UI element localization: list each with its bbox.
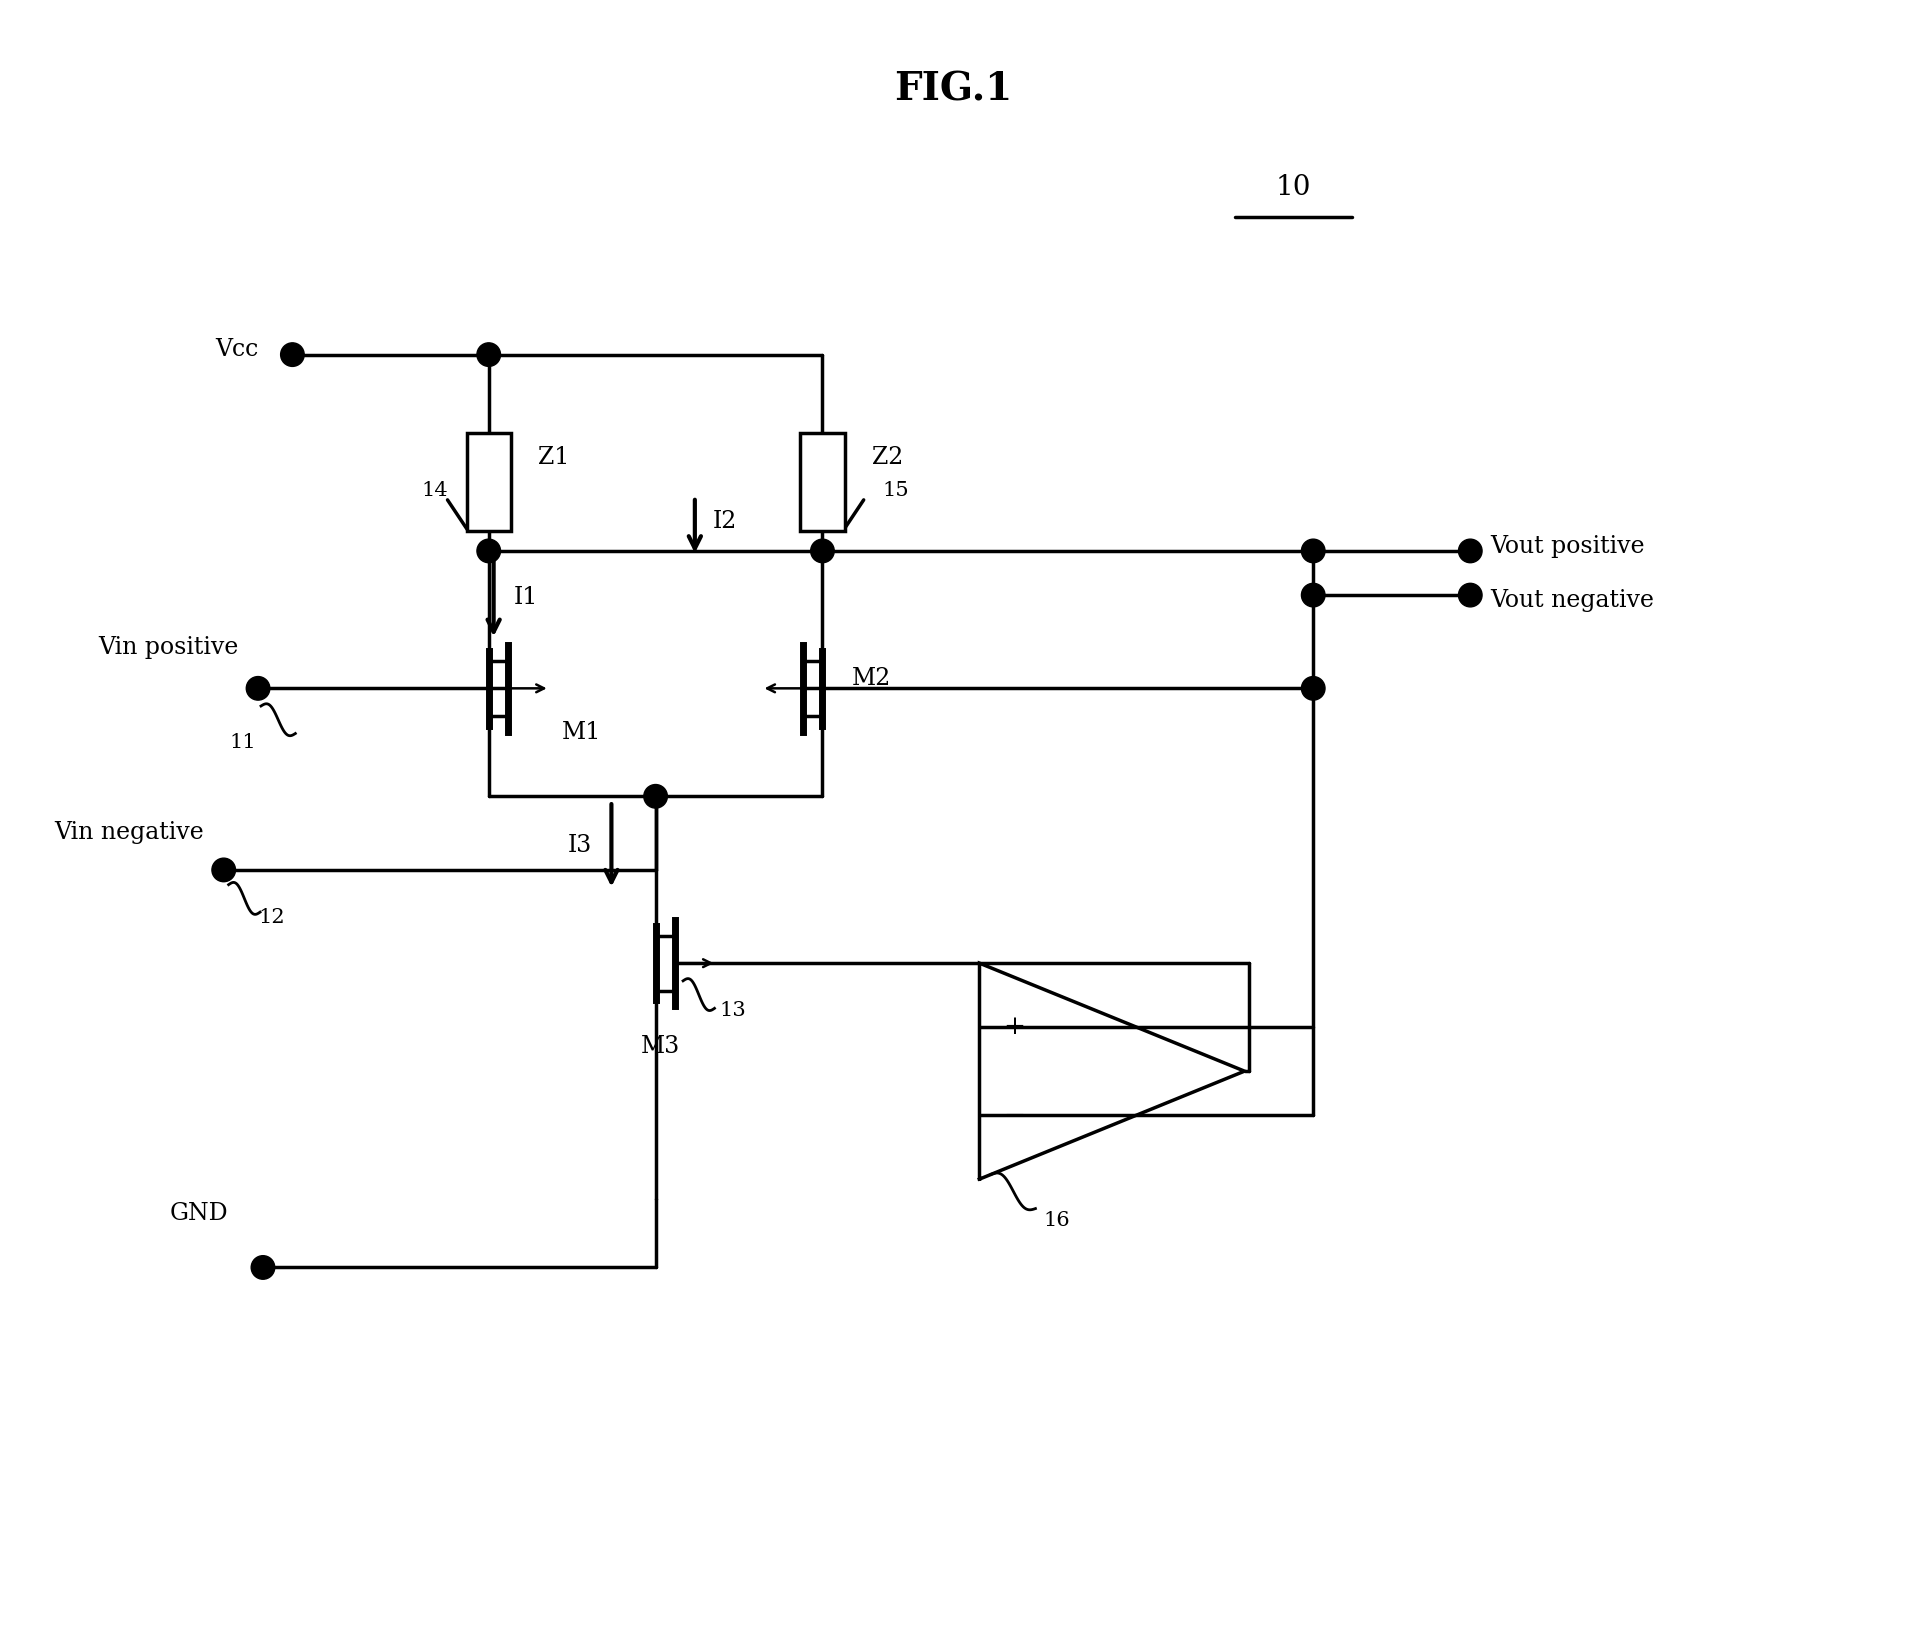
Text: I1: I1: [512, 585, 537, 610]
Text: Z2: Z2: [871, 446, 903, 470]
Text: M2: M2: [852, 667, 892, 689]
Circle shape: [1301, 540, 1324, 563]
Text: M3: M3: [640, 1036, 680, 1059]
Circle shape: [246, 676, 271, 701]
Text: 14: 14: [421, 481, 448, 499]
Text: 11: 11: [229, 733, 255, 751]
Circle shape: [1457, 584, 1482, 606]
Circle shape: [251, 1255, 274, 1280]
Bar: [800, 433, 844, 532]
Text: +: +: [1002, 1015, 1025, 1039]
Text: 12: 12: [257, 907, 284, 927]
Text: I2: I2: [712, 511, 737, 533]
Text: 13: 13: [718, 1000, 745, 1020]
Circle shape: [211, 859, 236, 881]
Text: Vout positive: Vout positive: [1490, 535, 1644, 558]
Text: Vin positive: Vin positive: [97, 636, 238, 659]
Circle shape: [1301, 676, 1324, 701]
Circle shape: [1457, 540, 1482, 563]
Text: 16: 16: [1042, 1211, 1069, 1229]
Circle shape: [476, 540, 501, 563]
Text: GND: GND: [170, 1202, 229, 1224]
Text: Vin negative: Vin negative: [55, 821, 204, 844]
Text: Vcc: Vcc: [215, 338, 257, 361]
Circle shape: [644, 784, 667, 808]
Text: 10: 10: [1274, 174, 1311, 202]
Circle shape: [280, 343, 305, 366]
Bar: [467, 433, 511, 532]
Text: Z1: Z1: [537, 446, 570, 470]
Text: FIG.1: FIG.1: [893, 70, 1012, 109]
Circle shape: [810, 540, 834, 563]
Text: −: −: [1002, 1102, 1025, 1128]
Circle shape: [1301, 584, 1324, 606]
Text: 15: 15: [882, 481, 909, 499]
Text: Vout negative: Vout negative: [1490, 589, 1654, 611]
Circle shape: [476, 343, 501, 366]
Text: I3: I3: [568, 834, 591, 857]
Text: M1: M1: [562, 720, 602, 745]
